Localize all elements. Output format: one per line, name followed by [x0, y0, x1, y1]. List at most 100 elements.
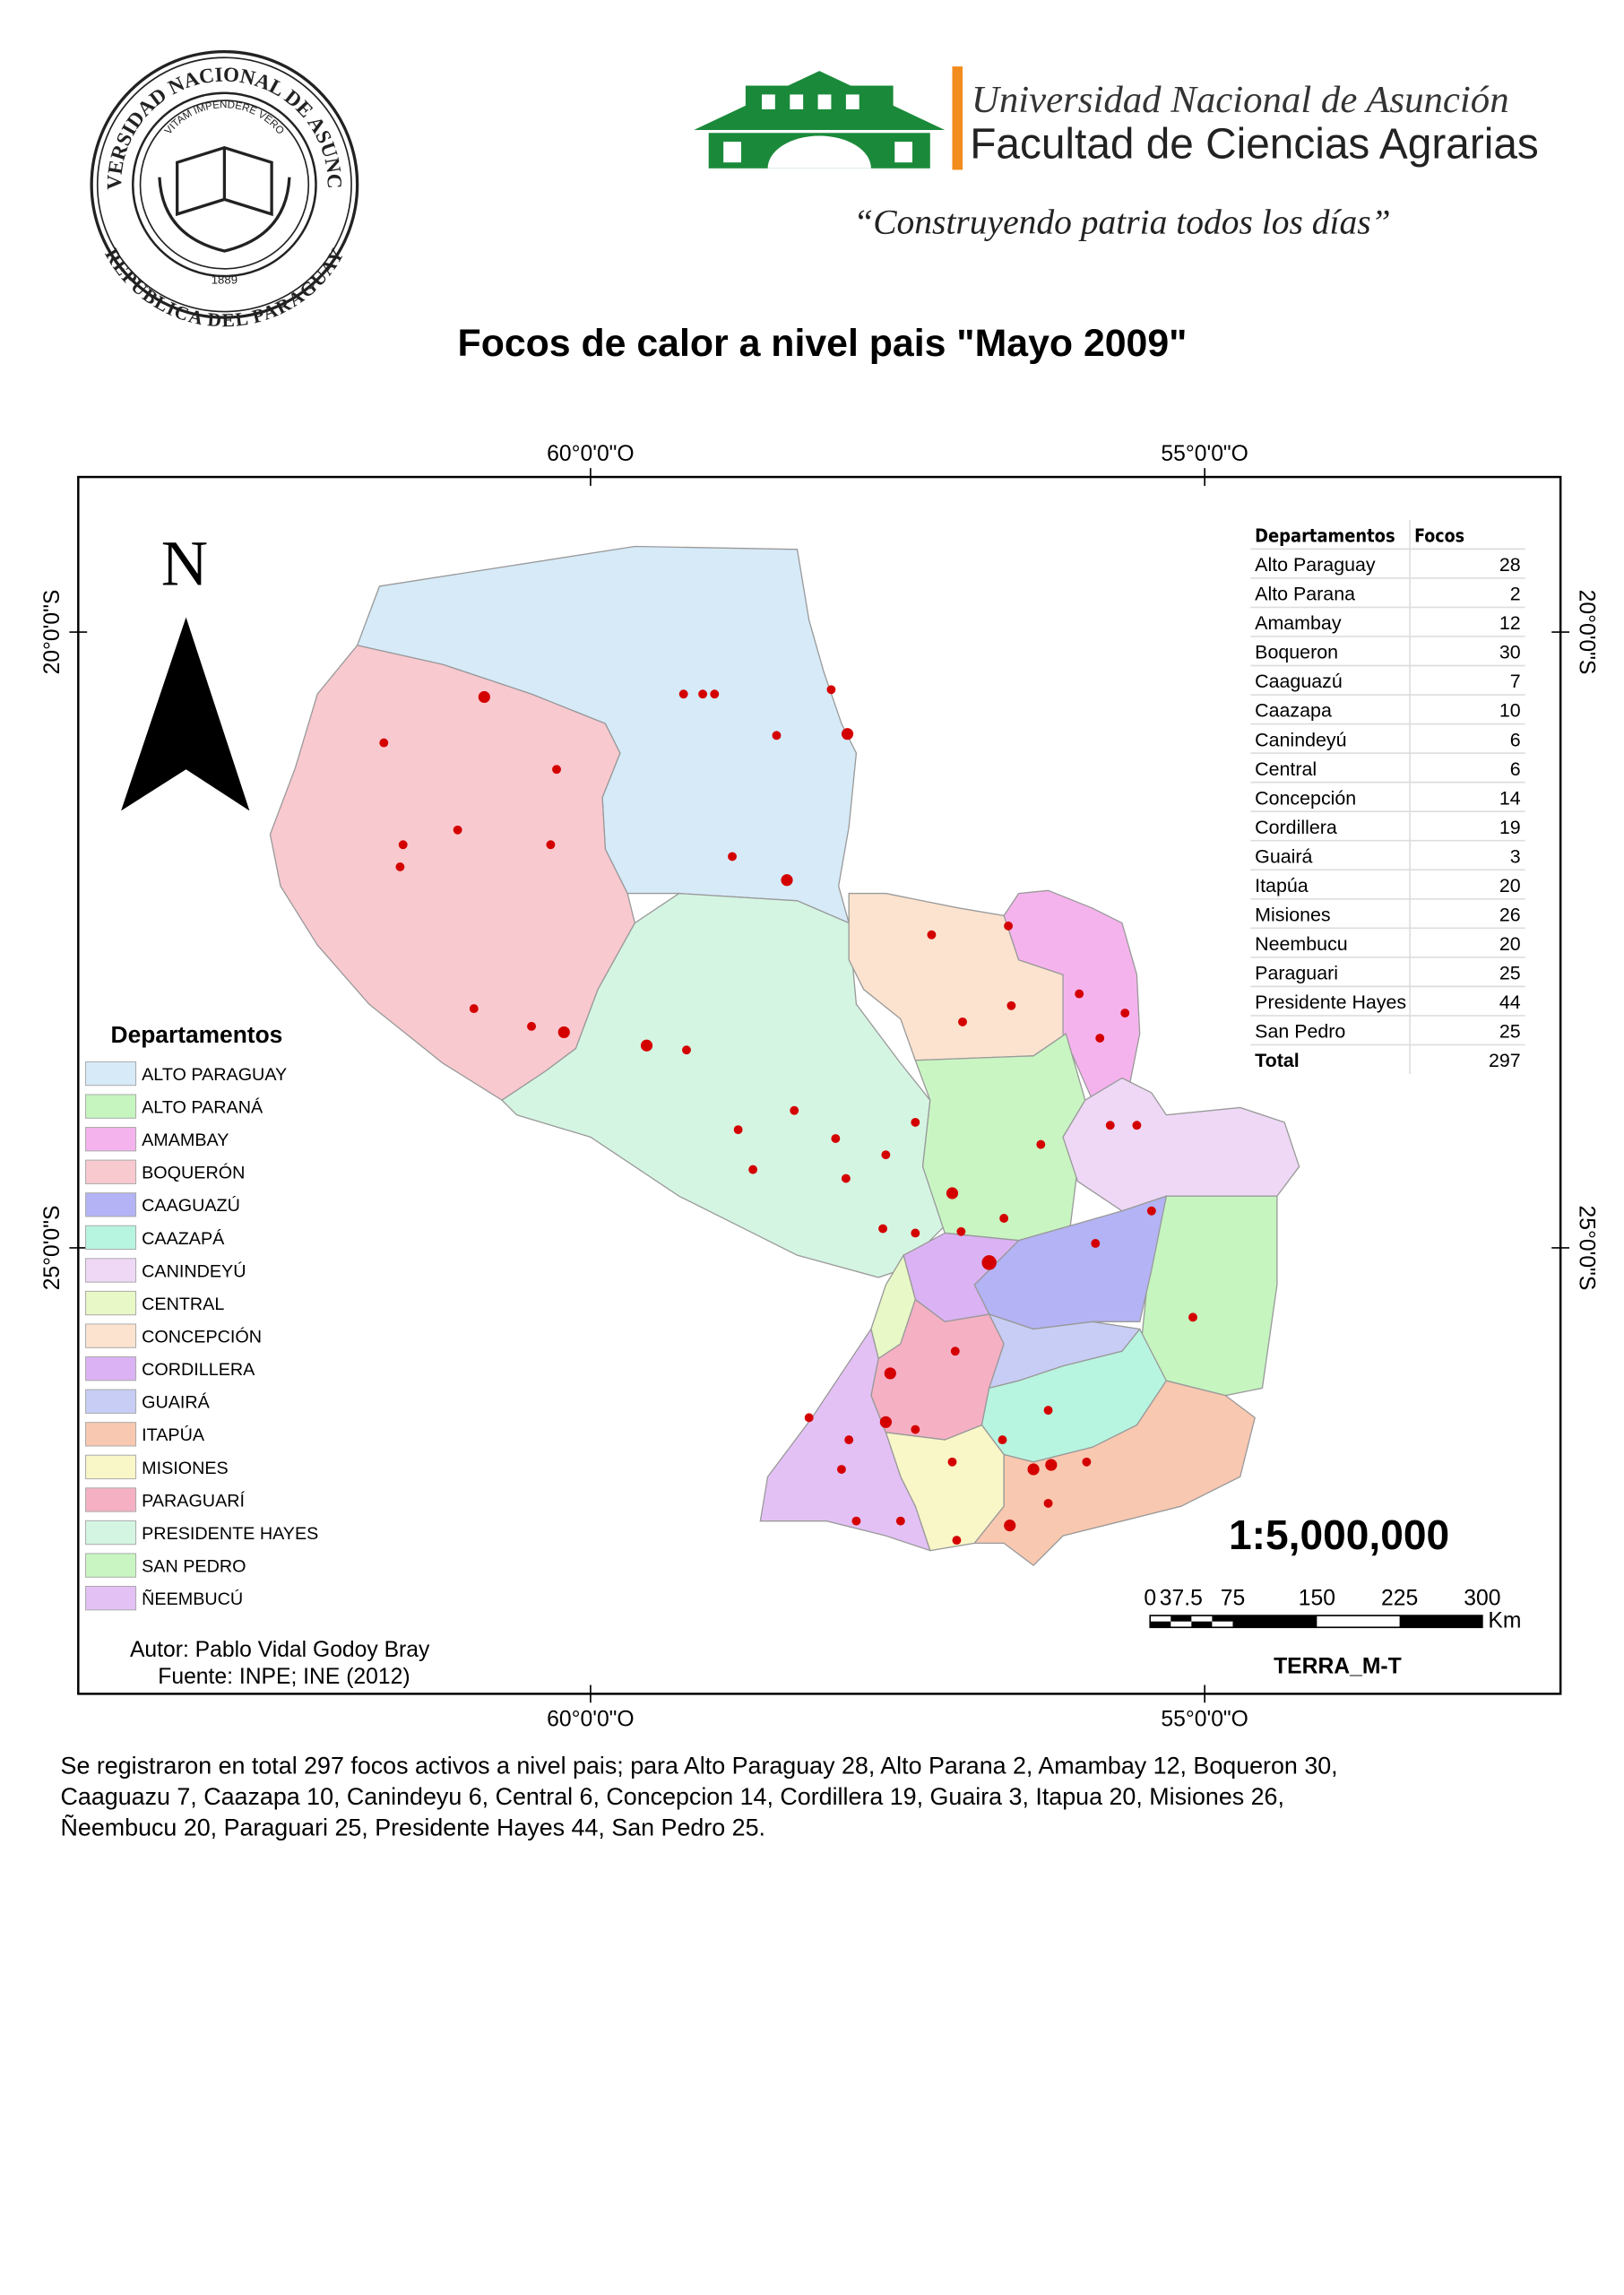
source: Fuente: INPE; INE (2012) [158, 1665, 410, 1689]
table-cell: 25 [1499, 963, 1521, 984]
footer-line: Se registraron en total 297 focos activo… [61, 1752, 1338, 1779]
legend-swatch [85, 1356, 137, 1381]
legend-title: Departamentos [111, 1021, 283, 1048]
legend-label: ÑEEMBUCÚ [142, 1588, 243, 1609]
table-cell: 19 [1499, 817, 1521, 838]
scale-bar [1149, 1615, 1483, 1629]
legend-label: PRESIDENTE HAYES [142, 1524, 318, 1544]
table-cell: Boqueron [1255, 642, 1338, 663]
scale-bar-label: 225 [1381, 1587, 1418, 1611]
lat-label: 20°0'0"S [1575, 590, 1599, 675]
logo-bar [952, 66, 963, 170]
table-cell: 28 [1499, 554, 1521, 576]
legend-swatch [85, 1192, 137, 1217]
lon-label: 60°0'0"O [547, 442, 634, 466]
scale-bar-label: 0 [1144, 1587, 1156, 1611]
lat-label: 25°0'0"S [1575, 1206, 1599, 1291]
departments [269, 545, 1300, 1566]
table-cell: 30 [1499, 642, 1521, 663]
table-cell: Paraguari [1255, 963, 1338, 984]
legend-label: CAAGUAZÚ [142, 1195, 240, 1216]
table-cell: Itapúa [1255, 875, 1309, 896]
seal-motto: VITAM IMPENDERE VERO [163, 100, 286, 136]
table-cell: San Pedro [1255, 1021, 1345, 1043]
table-cell: 3 [1510, 845, 1521, 867]
table-header: Departamentos [1255, 525, 1395, 547]
scale-ratio: 1:5,000,000 [1229, 1511, 1449, 1558]
fire-points [379, 685, 1197, 1546]
scale-bar-label: 300 [1464, 1587, 1500, 1611]
lat-label: 20°0'0"S [40, 590, 65, 675]
table-cell: 2 [1510, 584, 1521, 605]
table-cell: 14 [1499, 787, 1521, 809]
lon-label: 55°0'0"O [1161, 442, 1248, 466]
table-cell: Total [1255, 1050, 1300, 1071]
legend-swatch [85, 1127, 137, 1152]
table-cell: Alto Paraguay [1255, 554, 1376, 576]
legend-swatch [85, 1553, 137, 1578]
legend-swatch [85, 1520, 137, 1546]
seal-text: VITAM IMPENDERE VERO [163, 100, 286, 136]
table-cell: Caaguazú [1255, 671, 1343, 692]
legend-label: MISIONES [142, 1459, 229, 1478]
table-cell: Guairá [1255, 845, 1312, 867]
legend-label: GUAIRÁ [142, 1392, 211, 1413]
author: Autor: Pablo Vidal Godoy Bray [130, 1638, 430, 1662]
coordinates: 60°0'0"O 55°0'0"O 60°0'0"O 55°0'0"O 20°0… [40, 442, 1599, 1732]
legend-swatch [85, 1422, 137, 1447]
scale-bar-label: 75 [1221, 1587, 1245, 1611]
table-cell: Caazapa [1255, 700, 1332, 722]
graticule-ticks [69, 468, 1570, 1703]
table-cell: 6 [1510, 729, 1521, 750]
north-label: N [161, 526, 208, 599]
footer-line: Caaguazu 7, Caazapa 10, Canindeyu 6, Cen… [61, 1783, 1284, 1810]
university-name: Universidad Nacional de Asunción [972, 79, 1509, 121]
table-cell: Concepción [1255, 787, 1356, 809]
footer-text: Se registraron en total 297 focos activo… [61, 1752, 1338, 1840]
table-cell: 20 [1499, 933, 1521, 955]
table-cell: Cordillera [1255, 817, 1337, 838]
legend-label: PARAGUARÍ [142, 1490, 245, 1511]
legend-swatch [85, 1225, 137, 1251]
faculty-logo [694, 71, 946, 169]
table-cell: Central [1255, 758, 1317, 780]
table-cell: 7 [1510, 671, 1521, 692]
legend-swatch [85, 1258, 137, 1283]
legend-label: CAAZAPÁ [142, 1228, 225, 1249]
slogan: “Construyendo patria todos los días” [853, 202, 1390, 241]
scale-unit: Km [1488, 1608, 1521, 1632]
legend-swatch [85, 1159, 137, 1184]
table-header: Focos [1414, 525, 1464, 547]
seal-text: UNIVERSIDAD NACIONAL DE ASUNCION [0, 0, 347, 190]
seal [90, 50, 359, 319]
legend-label: BOQUERÓN [142, 1163, 245, 1183]
legend-label: CANINDEYÚ [142, 1260, 246, 1281]
scale-bar-label: 37.5 [1160, 1587, 1203, 1611]
credit: TERRA_M-T [1274, 1654, 1402, 1678]
lat-label: 25°0'0"S [40, 1206, 65, 1291]
seal-top: UNIVERSIDAD NACIONAL DE ASUNCION [0, 0, 347, 190]
table-cell: Misiones [1255, 904, 1330, 925]
table-cell: 12 [1499, 612, 1521, 634]
legend-swatch [85, 1061, 137, 1087]
legend-swatch [85, 1094, 137, 1119]
legend-label: CENTRAL [142, 1295, 224, 1314]
table-cell: Presidente Hayes [1255, 992, 1406, 1013]
scale-bar-label: 150 [1299, 1587, 1335, 1611]
lon-label: 55°0'0"O [1161, 1708, 1248, 1732]
table-cell: Neembucu [1255, 933, 1348, 955]
legend-swatch [85, 1454, 137, 1480]
table-cell: Amambay [1255, 612, 1342, 634]
legend-swatch [85, 1585, 137, 1611]
legend-label: SAN PEDRO [142, 1557, 246, 1577]
seal-year: 1889 [212, 273, 238, 286]
legend-label: CORDILLERA [142, 1360, 255, 1380]
north-arrow [121, 617, 250, 811]
legend-label: ITAPÚA [142, 1425, 205, 1445]
table-cell: 297 [1489, 1050, 1521, 1071]
seal-bottom: REPUBLICA DEL PARAGUAY [100, 245, 349, 332]
legend-swatch [85, 1487, 137, 1512]
table-cell: Canindeyú [1255, 729, 1346, 750]
